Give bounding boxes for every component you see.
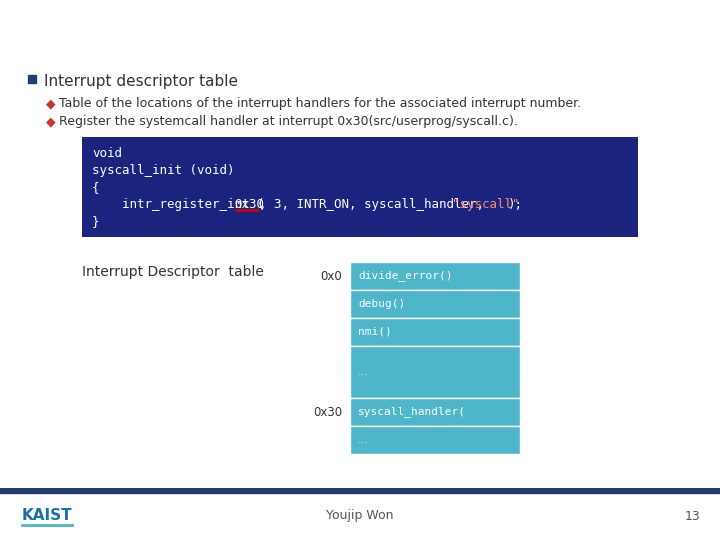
Text: void: void xyxy=(92,147,122,160)
Text: ◆: ◆ xyxy=(46,97,55,110)
Text: Interrupt Descriptor  table: Interrupt Descriptor table xyxy=(82,265,264,279)
FancyBboxPatch shape xyxy=(350,346,520,398)
Text: nmi(): nmi() xyxy=(358,327,392,337)
Text: Register systemcall handler at IDT: Register systemcall handler at IDT xyxy=(16,17,423,37)
Text: "syscall": "syscall" xyxy=(451,198,519,211)
Text: 0x30: 0x30 xyxy=(313,406,342,419)
Text: syscall_init (void): syscall_init (void) xyxy=(92,164,235,177)
Text: Interrupt descriptor table: Interrupt descriptor table xyxy=(44,74,238,89)
FancyBboxPatch shape xyxy=(82,137,638,237)
Text: 0x30: 0x30 xyxy=(235,198,265,211)
Text: {: { xyxy=(92,181,99,194)
Text: );: ); xyxy=(508,198,523,211)
Text: syscall_handler(: syscall_handler( xyxy=(358,407,466,417)
Text: ◆: ◆ xyxy=(46,115,55,128)
FancyBboxPatch shape xyxy=(350,398,520,426)
Text: 0x0: 0x0 xyxy=(320,269,342,282)
FancyBboxPatch shape xyxy=(350,262,520,290)
Text: 13: 13 xyxy=(684,510,700,523)
Text: ...: ... xyxy=(358,435,369,445)
Text: Youjip Won: Youjip Won xyxy=(326,510,394,523)
Bar xyxy=(28,75,36,83)
FancyBboxPatch shape xyxy=(350,426,520,454)
FancyBboxPatch shape xyxy=(350,318,520,346)
Text: Table of the locations of the interrupt handlers for the associated interrupt nu: Table of the locations of the interrupt … xyxy=(59,97,581,110)
Bar xyxy=(0,488,720,493)
Text: ...: ... xyxy=(358,367,369,377)
Text: KAIST: KAIST xyxy=(22,509,73,523)
Text: , 3, INTR_ON, syscall_handler,: , 3, INTR_ON, syscall_handler, xyxy=(259,198,492,211)
Text: Register the systemcall handler at interrupt 0x30(src/userprog/syscall.c).: Register the systemcall handler at inter… xyxy=(59,115,518,128)
Text: divide_error(): divide_error() xyxy=(358,271,452,281)
FancyBboxPatch shape xyxy=(350,290,520,318)
Text: }: } xyxy=(92,215,99,228)
Text: debug(): debug() xyxy=(358,299,405,309)
Text: intr_register_int (: intr_register_int ( xyxy=(92,198,264,211)
